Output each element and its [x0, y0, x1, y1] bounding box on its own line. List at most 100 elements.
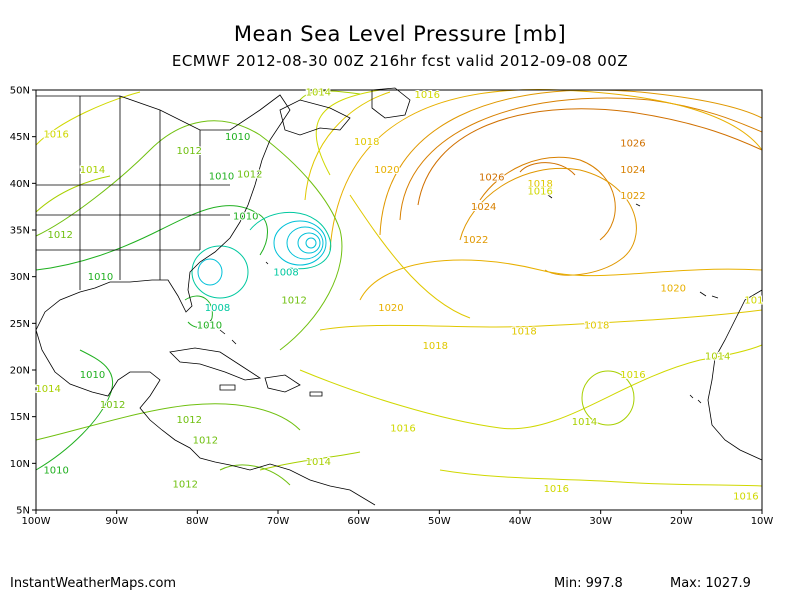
isobar-1016 [299, 344, 763, 430]
contour-label: 1010 [43, 465, 68, 476]
contour-label: 1014 [35, 384, 60, 395]
lon-tick-label: 70W [267, 516, 290, 527]
lat-axis: 5N 10N 15N 20N 25N 30N 35N 40N 45N 50N [10, 86, 36, 517]
contour-label: 1022 [463, 235, 488, 246]
contour-label: 1018 [584, 321, 609, 332]
canada-maritimes [279, 99, 351, 136]
lon-axis: 100W 90W 80W 70W 60W 50W 40W 30W 20W 10W [22, 510, 774, 527]
contour-label: 1022 [620, 191, 645, 202]
contour-label: 1016 [415, 90, 440, 101]
isobar-1006-ring [197, 258, 223, 286]
contour-label: 1012 [177, 146, 202, 157]
contour-label: 1012 [237, 170, 262, 181]
lon-tick-label: 10W [751, 516, 774, 527]
contour-label: 1014 [306, 457, 331, 468]
isobar-1018 [304, 91, 391, 201]
contour-label: 1010 [80, 370, 105, 381]
contour-label: 1020 [374, 165, 399, 176]
contour-label: 1016 [43, 129, 68, 140]
contour-label: 1012 [173, 479, 198, 490]
isobar-1018-b [319, 309, 763, 331]
chart-title: Mean Sea Level Pressure [mb] [233, 22, 567, 46]
contour-label: 1018 [527, 179, 552, 190]
contour-label: 1012 [47, 230, 72, 241]
lat-tick-label: 10N [10, 459, 30, 470]
lon-tick-label: 90W [105, 516, 128, 527]
lat-tick-label: 15N [10, 412, 30, 423]
isobar-1022 [379, 89, 763, 236]
contour-label: 1010 [88, 272, 113, 283]
isobar-1010-b [35, 349, 114, 471]
lon-tick-label: 20W [670, 516, 693, 527]
contour-label: 1016 [620, 370, 645, 381]
lon-tick-label: 40W [509, 516, 532, 527]
contour-label: 1014 [572, 417, 597, 428]
hispaniola [264, 374, 301, 393]
cuba [169, 347, 262, 381]
isobar-1010-c [184, 295, 213, 328]
contour-label: 1016 [390, 423, 415, 434]
us-gulf-coast [35, 329, 231, 466]
bermuda [265, 261, 269, 265]
isobar-1022-b [459, 168, 637, 276]
coastlines [35, 87, 763, 506]
isobar-1008 [249, 211, 332, 270]
lon-tick-label: 60W [347, 516, 370, 527]
bahamas [209, 319, 237, 345]
isobar-1024-b [479, 156, 616, 241]
isobar-1018-c [349, 194, 471, 319]
contour-label: 1014 [705, 352, 730, 363]
contour-label: 1024 [471, 202, 496, 213]
contour-label: 1018 [511, 326, 536, 337]
contour-label: 1026 [620, 139, 645, 150]
canary-islands [699, 291, 719, 299]
contour-label: 1008 [205, 303, 230, 314]
jamaica [219, 384, 236, 391]
puerto-rico [309, 391, 323, 397]
lat-tick-label: 20N [10, 366, 30, 377]
south-america-north [229, 463, 376, 506]
contour-label: 1010 [233, 212, 258, 223]
cape-verde [689, 394, 702, 404]
isobar-1026-b [519, 162, 576, 176]
lon-tick-label: 80W [186, 516, 209, 527]
lat-tick-label: 45N [10, 132, 30, 143]
contour-label: 1018 [423, 341, 448, 352]
lat-tick-label: 40N [10, 179, 30, 190]
plot-frame [35, 89, 763, 511]
isobar-1014-b [35, 175, 111, 213]
min-value: Min: 997.8 [554, 576, 623, 591]
contour-label: 1016 [527, 186, 552, 197]
hurricane-low-rings [273, 220, 327, 266]
isobar-1016-b [439, 469, 763, 487]
lat-tick-label: 25N [10, 319, 30, 330]
isobar-1014-low [581, 370, 635, 426]
ring-1002 [286, 226, 324, 260]
contour-label: 1020 [378, 303, 403, 314]
contour-label: 1010 [197, 321, 222, 332]
contour-label: 1016 [733, 492, 758, 503]
isobar-1016-c [315, 89, 381, 176]
isobar-1016-d [35, 91, 141, 146]
isobar-1024 [399, 97, 763, 221]
state-lines [36, 96, 230, 290]
contour-label: 1020 [661, 283, 686, 294]
lat-tick-label: 50N [10, 86, 30, 97]
contour-label: 1016 [544, 484, 569, 495]
ring-998 [305, 237, 317, 249]
isobar-1012-b [35, 403, 301, 441]
newfoundland [371, 87, 411, 119]
lon-tick-label: 50W [428, 516, 451, 527]
contour-label: 1024 [620, 165, 645, 176]
contour-label: 1010 [209, 171, 234, 182]
contour-label: 1010 [225, 132, 250, 143]
isobar-1014 [299, 90, 361, 101]
africa-west [707, 289, 763, 461]
contour-label: 1012 [193, 436, 218, 447]
contour-label: 1014 [306, 87, 331, 98]
contour-label: 1012 [281, 296, 306, 307]
isobar-1014-c [259, 451, 361, 471]
isobar-1020-b [359, 259, 763, 301]
